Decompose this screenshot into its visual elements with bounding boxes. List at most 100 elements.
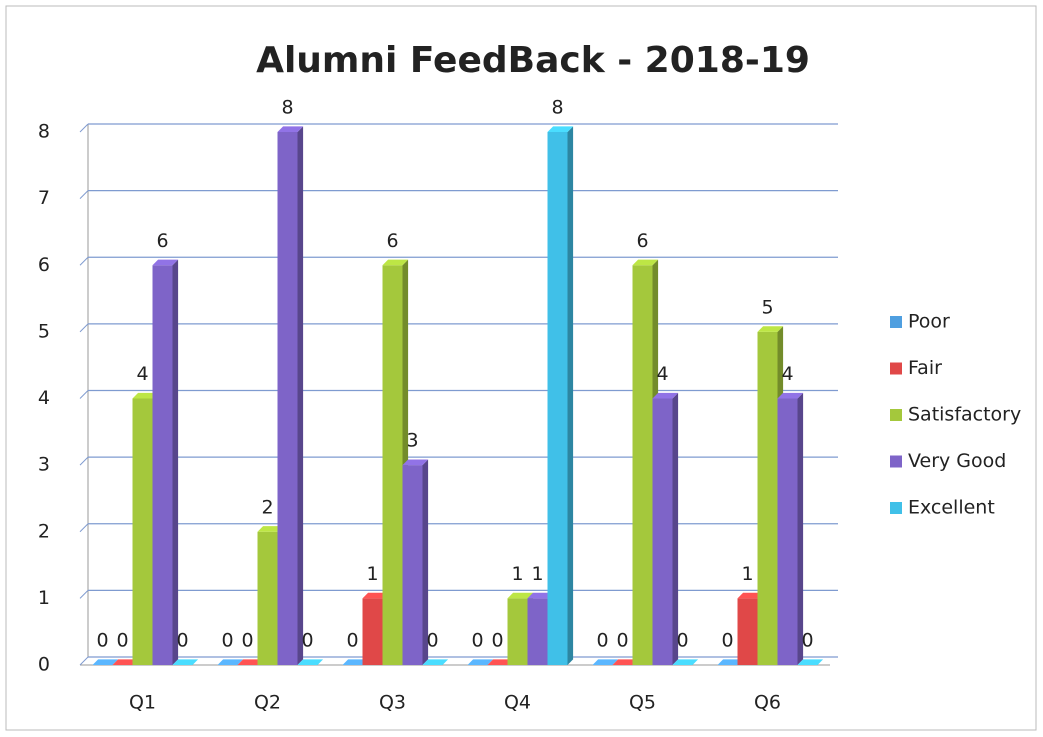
data-label: 2 <box>261 496 273 518</box>
bar-side <box>422 459 429 665</box>
data-label: 5 <box>761 296 773 318</box>
bar-top <box>342 659 369 665</box>
data-label: 0 <box>301 630 313 652</box>
bar-side <box>567 126 574 665</box>
legend-swatch <box>890 409 902 421</box>
y-tick-label: 8 <box>38 121 50 143</box>
bar-top <box>382 259 409 266</box>
data-label: 0 <box>721 630 733 652</box>
data-label: 4 <box>136 363 148 385</box>
y-tick-label: 6 <box>38 254 50 276</box>
bar-side <box>172 259 179 665</box>
bar-top <box>112 659 139 665</box>
bar-top <box>487 659 514 665</box>
bar-top <box>717 659 744 665</box>
legend-label: Fair <box>908 357 942 379</box>
bar-top <box>777 392 804 399</box>
data-label: 8 <box>551 97 563 119</box>
bar-top <box>757 326 784 332</box>
bar-top <box>652 392 679 399</box>
data-label: 6 <box>636 230 648 252</box>
data-label: 0 <box>676 630 688 652</box>
bar-top <box>737 592 764 599</box>
bar-top <box>297 659 324 665</box>
x-tick-label: Q5 <box>629 692 656 714</box>
grid-line-side <box>79 456 89 466</box>
bar <box>382 265 403 665</box>
legend-swatch <box>890 316 902 328</box>
bar-side <box>297 126 304 665</box>
y-tick-label: 4 <box>38 387 50 409</box>
bar <box>277 132 298 665</box>
chart-title: Alumni FeedBack - 2018-19 <box>256 40 810 81</box>
bar <box>547 132 568 665</box>
bar <box>652 398 673 665</box>
legend-label: Poor <box>908 311 950 333</box>
bar-top <box>612 659 639 665</box>
data-label: 4 <box>656 363 668 385</box>
y-tick-label: 5 <box>38 320 50 342</box>
bar-top <box>152 259 179 266</box>
data-label: 0 <box>471 630 483 652</box>
bar-top <box>257 526 284 532</box>
data-label: 6 <box>386 230 398 252</box>
bar-side <box>672 392 679 665</box>
legend-swatch <box>890 455 902 468</box>
grid-line-side <box>79 190 89 199</box>
y-tick-label: 1 <box>38 587 50 609</box>
data-label: 0 <box>176 630 188 652</box>
grid-line-side <box>79 123 89 133</box>
data-label: 0 <box>596 630 608 652</box>
bar <box>507 598 528 665</box>
y-tick-label: 0 <box>38 654 50 676</box>
legend-swatch <box>890 362 902 375</box>
bar-side <box>797 392 804 665</box>
bar-top <box>507 592 534 599</box>
bar-top <box>402 459 429 466</box>
bar-top <box>92 659 119 665</box>
x-tick-label: Q4 <box>504 692 531 714</box>
bar <box>777 398 798 665</box>
bar-top <box>632 259 659 266</box>
bar <box>737 598 758 665</box>
data-label: 8 <box>281 97 293 119</box>
x-tick-label: Q6 <box>754 692 781 714</box>
data-label: 1 <box>366 563 378 585</box>
data-label: 1 <box>741 563 753 585</box>
data-label: 0 <box>96 630 108 652</box>
bar <box>362 598 383 665</box>
data-label: 4 <box>781 363 793 385</box>
y-tick-label: 3 <box>38 454 50 476</box>
data-label: 0 <box>801 630 813 652</box>
legend-label: Very Good <box>908 450 1006 472</box>
data-label: 1 <box>511 563 523 585</box>
grid-line-side <box>79 256 89 266</box>
bar-top <box>592 659 619 665</box>
data-label: 0 <box>221 630 233 652</box>
grid-line-side <box>79 390 89 399</box>
bar-top <box>237 659 264 665</box>
bar-top <box>422 659 449 665</box>
bar-top <box>672 659 699 665</box>
grid-line-side <box>79 656 89 666</box>
y-tick-label: 2 <box>38 520 50 542</box>
data-label: 3 <box>406 430 418 452</box>
x-tick-label: Q3 <box>379 692 406 714</box>
bar <box>527 598 548 665</box>
legend-label: Satisfactory <box>908 404 1021 426</box>
bar <box>757 331 778 665</box>
bar-top <box>467 659 494 665</box>
bar-top <box>132 392 159 399</box>
bar-top <box>547 126 574 132</box>
data-label: 1 <box>531 563 543 585</box>
data-label: 0 <box>241 630 253 652</box>
bar-top <box>217 659 244 665</box>
grid-line-side <box>79 590 89 599</box>
bar-top <box>797 659 824 665</box>
legend-label: Excellent <box>908 497 995 519</box>
bar <box>152 265 173 665</box>
bar-top <box>172 659 199 665</box>
x-tick-label: Q1 <box>129 692 156 714</box>
data-label: 0 <box>116 630 128 652</box>
